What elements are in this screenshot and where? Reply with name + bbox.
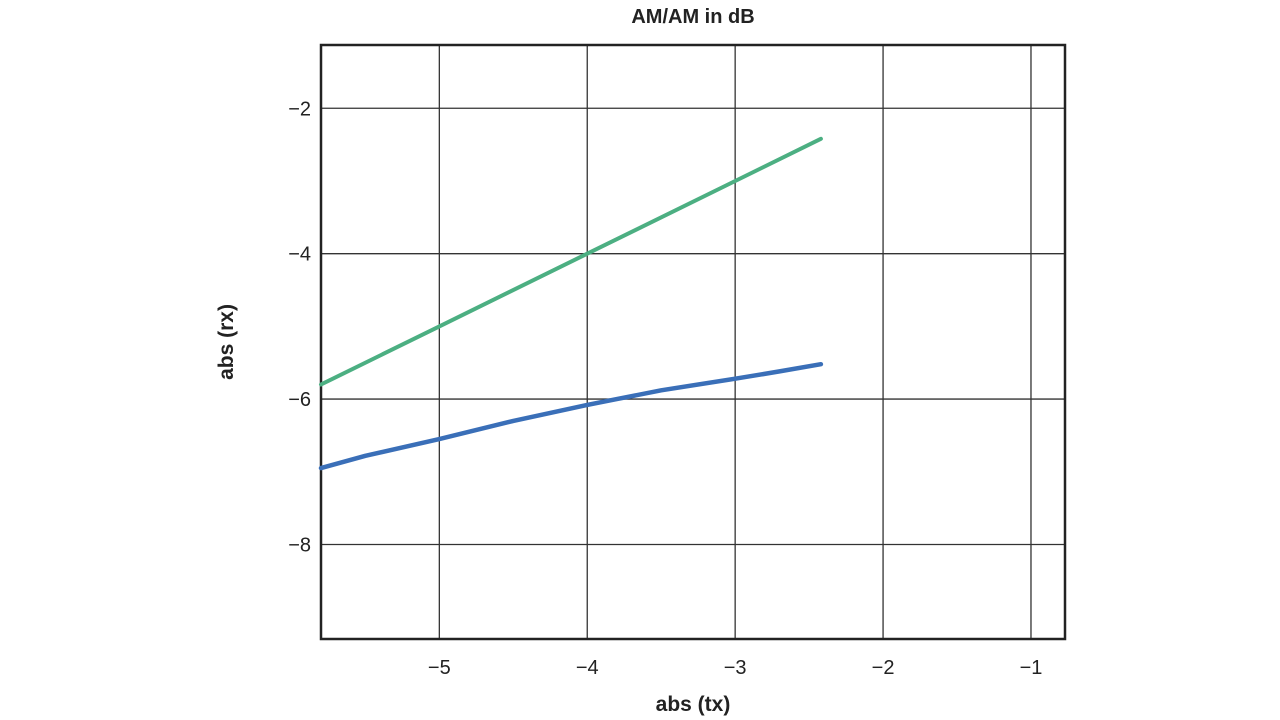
series-layer xyxy=(318,136,824,471)
y-tick-label: −6 xyxy=(288,389,311,411)
x-axis-title: abs (tx) xyxy=(656,693,731,716)
y-tick-label: −8 xyxy=(288,534,311,556)
x-tick-label: −2 xyxy=(872,657,895,679)
x-tick-label: −3 xyxy=(724,657,747,679)
plot-frame xyxy=(319,43,1067,641)
x-tick-labels: −5 −4 −3 −2 −1 xyxy=(428,657,1042,679)
grid xyxy=(321,45,1065,639)
series-line-2 xyxy=(318,361,824,471)
y-tick-labels: −2 −4 −6 −8 xyxy=(288,98,311,556)
x-tick-label: −5 xyxy=(428,657,451,679)
y-tick-label: −4 xyxy=(288,244,311,266)
x-tick-label: −1 xyxy=(1020,657,1043,679)
series-line-1 xyxy=(319,136,823,387)
x-tick-label: −4 xyxy=(576,657,599,679)
chart-title: AM/AM in dB xyxy=(631,6,754,28)
y-axis-title: abs (rx) xyxy=(215,304,238,380)
y-tick-label: −2 xyxy=(288,98,311,120)
